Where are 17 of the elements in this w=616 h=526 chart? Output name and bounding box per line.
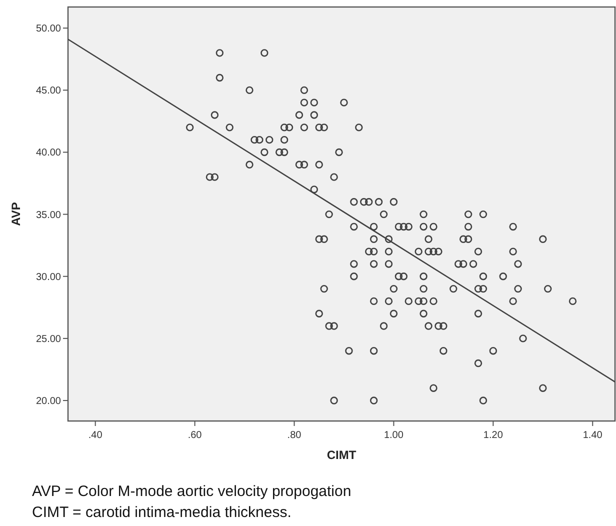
x-axis-title: CIMT xyxy=(326,448,357,462)
x-tick-label: .40 xyxy=(88,430,103,441)
y-tick-label: 40.00 xyxy=(36,148,62,159)
y-tick-label: 25.00 xyxy=(36,334,62,345)
y-axis-title: AVP xyxy=(9,202,23,226)
x-tick-label: .60 xyxy=(188,430,202,441)
y-tick-label: 30.00 xyxy=(36,272,62,283)
x-tick-label: 1.00 xyxy=(384,430,404,441)
x-tick-label: 1.20 xyxy=(483,430,504,441)
y-tick-label: 35.00 xyxy=(36,210,62,221)
text: AVP = Color M-mode aortic velocity propogation xyxy=(32,483,352,500)
y-tick-label: 50.00 xyxy=(36,24,62,35)
x-tick-label: 1.40 xyxy=(582,430,603,441)
y-tick-label: 45.00 xyxy=(36,86,62,97)
x-tick-label: .80 xyxy=(287,430,302,441)
y-tick-label: 20.00 xyxy=(36,396,62,408)
text: CIMT = carotid intima-media thickness. xyxy=(32,504,292,521)
